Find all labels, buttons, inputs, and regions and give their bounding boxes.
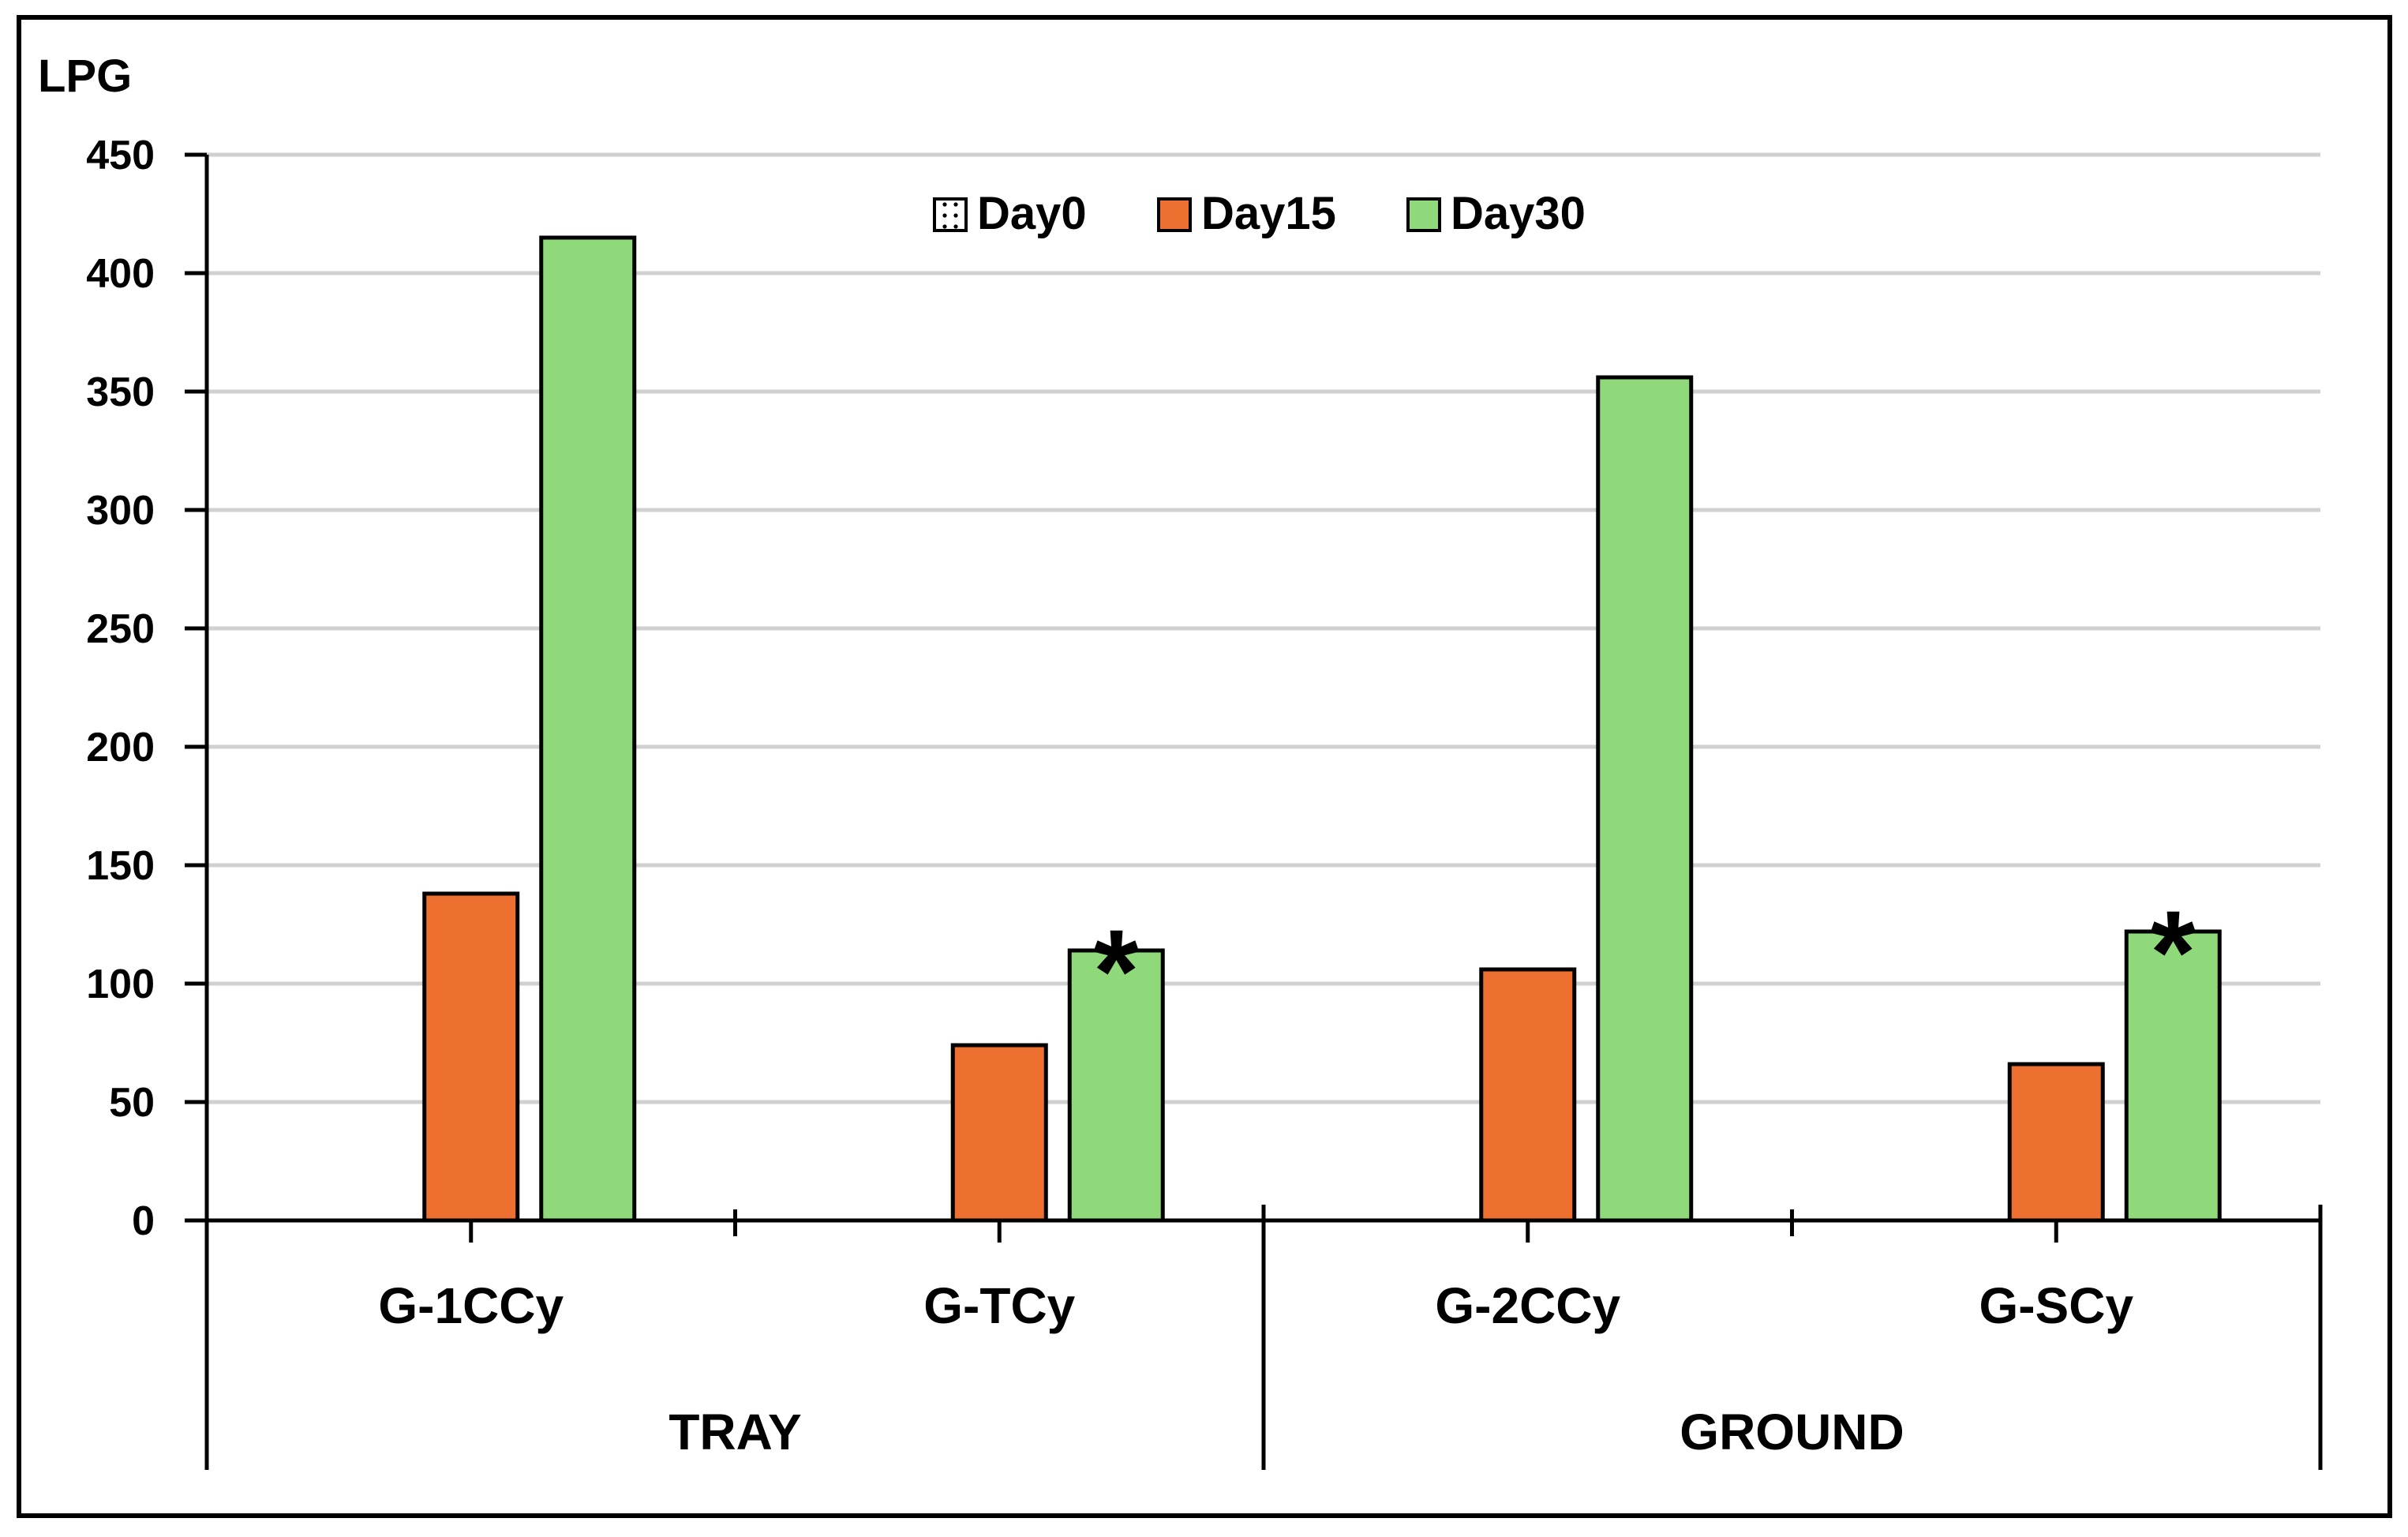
x-category-label: G-1CCy <box>378 1277 564 1334</box>
y-tick-label: 200 <box>86 725 155 770</box>
y-tick-label: 250 <box>86 606 155 652</box>
legend-label-day15: Day15 <box>1201 188 1336 239</box>
bar-day30-g-2ccy <box>1596 375 1694 1223</box>
y-tick-label: 400 <box>86 251 155 297</box>
significance-marker: * <box>2150 886 2196 1018</box>
y-tick-label: 50 <box>109 1080 155 1126</box>
x-category-label: G-2CCy <box>1435 1277 1620 1334</box>
bar-day30-g-scy <box>2124 929 2222 1223</box>
y-tick-label: 150 <box>86 843 155 889</box>
y-tick-label: 450 <box>86 133 155 178</box>
bar-day30-g-1ccy <box>539 235 637 1223</box>
legend: Day0 Day15 Day30 <box>933 188 1586 239</box>
bar-day15-g-2ccy <box>1479 967 1577 1223</box>
group-label: GROUND <box>1680 1404 1904 1460</box>
bar-day15-g-1ccy <box>422 891 520 1223</box>
legend-swatch-day30 <box>1406 197 1441 232</box>
bar-day15-g-tcy <box>950 1043 1048 1223</box>
significance-marker: * <box>1093 905 1140 1037</box>
legend-swatch-day15 <box>1157 197 1192 232</box>
legend-label-day0: Day0 <box>977 188 1087 239</box>
y-tick-label: 300 <box>86 488 155 534</box>
y-tick-label: 0 <box>132 1198 155 1244</box>
labels: 0 50 100 150 200 250 300 350 400 450 LPG G-1CCy G-TC… <box>38 51 2196 1460</box>
group-label: TRAY <box>668 1404 801 1460</box>
y-tick-label: 350 <box>86 369 155 415</box>
chart-frame <box>17 15 2392 1518</box>
legend-label-day30: Day30 <box>1451 188 1586 239</box>
y-tick-label: 100 <box>86 962 155 1007</box>
axes <box>185 152 2323 1470</box>
bar-day15-g-scy <box>2007 1062 2105 1223</box>
x-category-label: G-TCy <box>923 1277 1075 1334</box>
x-category-label: G-SCy <box>1979 1277 2133 1334</box>
bars <box>422 235 2222 1223</box>
y-axis-label: LPG <box>38 51 132 102</box>
legend-swatch-day0 <box>933 197 968 232</box>
